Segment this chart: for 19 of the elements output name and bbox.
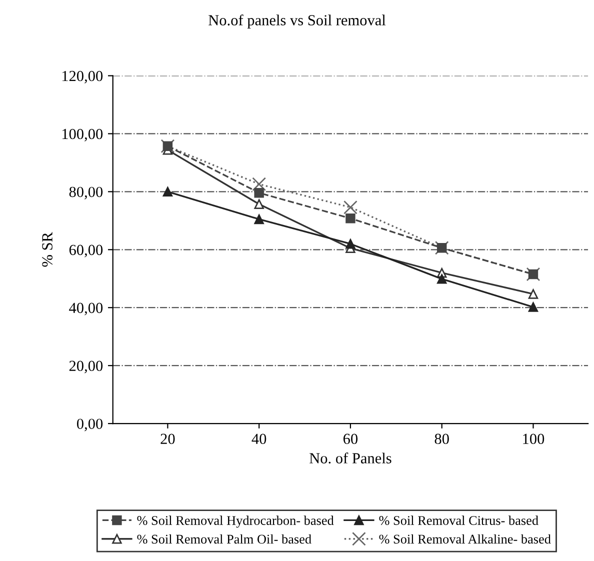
y-tick-label: 100,00 [62, 128, 103, 142]
y-tick-label: 60,00 [69, 244, 103, 258]
legend-label: % Soil Removal Alkaline- based [379, 534, 551, 544]
legend-label: % Soil Removal Citrus- based [379, 516, 538, 526]
y-tick-label: 40,00 [69, 302, 103, 316]
y-tick-label: 20,00 [69, 360, 103, 374]
x-tick-label: 40 [252, 434, 266, 444]
y-axis-title: % SR [42, 232, 53, 267]
x-tick-label: 80 [434, 434, 449, 444]
chart-title: No.of panels vs Soil removal [208, 14, 386, 28]
x-tick-label: 20 [160, 434, 175, 444]
x-axis-title: No. of Panels [310, 452, 392, 464]
x-tick-label: 100 [523, 434, 544, 444]
legend-label: % Soil Removal Palm Oil- based [137, 534, 312, 544]
legend-label: % Soil Removal Hydrocarbon- based [137, 516, 334, 528]
y-tick-label: 0,00 [76, 418, 103, 432]
y-tick-label: 80,00 [69, 186, 103, 200]
y-tick-label: 120,00 [62, 70, 103, 84]
x-tick-label: 60 [343, 434, 358, 444]
